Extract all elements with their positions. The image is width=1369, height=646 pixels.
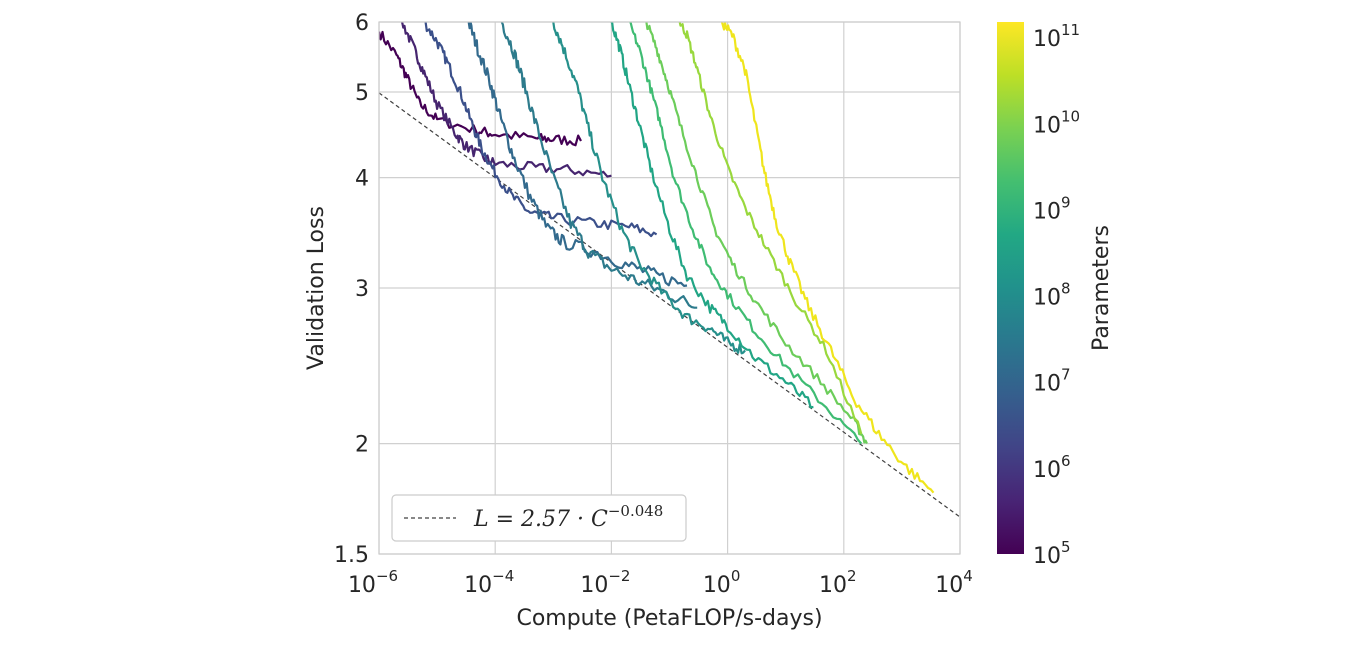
colorbar-label: Parameters [1089,225,1114,351]
x-tick-label: 102 [819,567,857,598]
colorbar-tick-exponent: 7 [1061,366,1071,384]
legend-label: L = 2.57 · C−0.048 [473,502,663,532]
series-line [610,22,814,409]
y-tick-label: 6 [355,11,369,36]
x-tick-exponent: −4 [492,567,514,585]
x-tick-exponent: 4 [963,567,973,585]
series-line [552,22,746,355]
colorbar-tick-base: 10 [1033,372,1061,397]
y-axis-label: Validation Loss [304,206,329,370]
x-tick-base: 10 [580,573,608,598]
y-tick-label: 1.5 [334,543,369,568]
x-tick-exponent: −6 [376,567,398,585]
series-line [678,22,863,435]
colorbar-tick-exponent: 9 [1061,193,1071,211]
series-line [467,22,688,287]
x-tick-label: 10−4 [464,567,514,598]
plot-frame [378,21,961,555]
x-tick-label: 10−2 [580,567,630,598]
y-tick-label: 4 [355,167,369,192]
colorbar-gradient [997,22,1024,554]
colorbar-tick-exponent: 5 [1061,538,1071,556]
colorbar-tick-label: 108 [1033,280,1071,311]
colorbar-tick-exponent: 6 [1061,452,1071,470]
x-tick-label: 10−6 [348,567,398,598]
colorbar-tick-label: 109 [1033,193,1071,224]
series-line [379,30,582,147]
legend-box [391,494,687,542]
x-tick-exponent: 0 [731,567,741,585]
colorbar-tick-label: 106 [1033,452,1071,483]
x-tick-base: 10 [819,573,847,598]
y-tick-label: 3 [355,277,369,302]
x-tick-label: 104 [935,567,973,598]
series-line [720,22,935,494]
colorbar-tick-base: 10 [1033,27,1061,52]
colorbar-tick-base: 10 [1033,199,1061,224]
y-tick-label: 2 [355,433,369,458]
series-line [628,22,863,445]
legend-label-main: L = 2.57 · C [473,507,608,532]
colorbar-tick-label: 1010 [1033,107,1080,138]
colorbar-tick-exponent: 8 [1061,280,1071,298]
x-tick-base: 10 [935,573,963,598]
x-tick-base: 10 [703,573,731,598]
x-tick-exponent: 2 [847,567,857,585]
x-tick-label: 100 [703,567,741,598]
series-line [424,22,658,238]
x-tick-base: 10 [348,573,376,598]
colorbar-tick-base: 10 [1033,286,1061,311]
legend: L = 2.57 · C−0.048 [391,494,687,542]
colorbar-tick-label: 1011 [1033,21,1080,52]
colorbar-tick-base: 10 [1033,458,1061,483]
x-axis-label: Compute (PetaFLOP/s-days) [516,606,822,631]
colorbar-tick-exponent: 10 [1061,107,1080,125]
x-tick-base: 10 [464,573,492,598]
grid [378,21,961,555]
series-line [401,22,612,178]
colorbar-tick-base: 10 [1033,544,1061,569]
colorbar-tick-label: 107 [1033,366,1071,397]
y-tick-label: 5 [355,81,369,106]
x-tick-exponent: −2 [608,567,630,585]
fit-line [379,92,960,518]
colorbar-tick-base: 10 [1033,113,1061,138]
legend-label-exponent: −0.048 [608,502,664,520]
colorbar-tick-label: 105 [1033,538,1071,569]
colorbar-tick-exponent: 11 [1061,21,1080,39]
series-line [500,22,698,309]
series-line [645,22,868,445]
